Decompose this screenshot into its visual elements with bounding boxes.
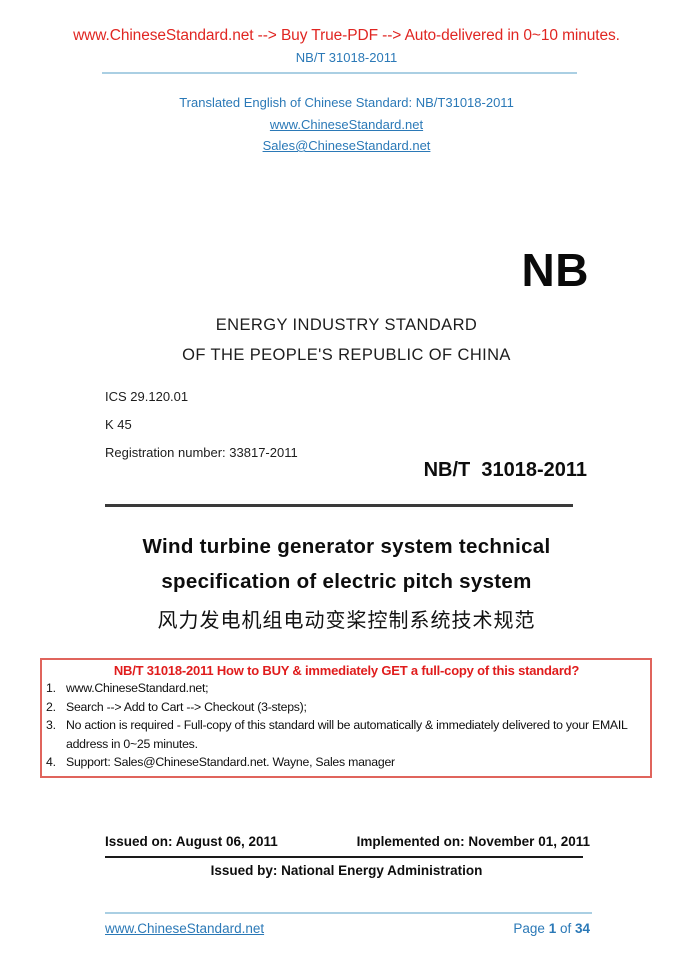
issue-divider bbox=[105, 856, 583, 858]
buy-instructions-box: NB/T 31018-2011 How to BUY & immediately… bbox=[40, 658, 652, 778]
buy-step-2: 2. Search --> Add to Cart --> Checkout (… bbox=[46, 698, 647, 717]
page-total: 34 bbox=[574, 921, 590, 936]
buy-step-number: 2. bbox=[46, 699, 56, 714]
buy-step-number: 4. bbox=[46, 755, 56, 769]
translated-line: Translated English of Chinese Standard: … bbox=[179, 95, 514, 110]
standard-code-heading: NB/T 31018-2011 bbox=[423, 459, 587, 481]
title-english-line1: Wind turbine generator system technical bbox=[142, 535, 551, 558]
standard-code-header: NB/T 31018-2011 bbox=[295, 50, 398, 65]
buy-box-title: NB/T 31018-2011 How to BUY & immediately… bbox=[113, 663, 580, 678]
implemented-on-date: Implemented on: November 01, 2011 bbox=[356, 834, 590, 849]
title-english-line2: specification of electric pitch system bbox=[161, 570, 532, 593]
header-divider bbox=[102, 72, 577, 74]
buy-step-1: 1. www.ChineseStandard.net; bbox=[46, 679, 647, 698]
page-current: 1 bbox=[548, 921, 557, 936]
buy-step-text: Support: Sales@ChineseStandard.net. Wayn… bbox=[66, 755, 395, 769]
title-divider bbox=[105, 504, 573, 507]
buy-step-4: 4. Support: Sales@ChineseStandard.net. W… bbox=[46, 753, 647, 772]
email-link[interactable]: Sales@ChineseStandard.net bbox=[262, 138, 431, 153]
issued-by: Issued by: National Energy Administratio… bbox=[210, 863, 483, 878]
page-label: Page bbox=[513, 921, 549, 936]
standard-org-line1: ENERGY INDUSTRY STANDARD bbox=[215, 316, 478, 334]
buy-step-number: 3. bbox=[46, 718, 56, 732]
page-indicator: Page 1 of 34 bbox=[513, 921, 590, 936]
footer-divider bbox=[105, 912, 592, 914]
ics-code: ICS 29.120.01 bbox=[105, 389, 189, 404]
buy-step-text: Search --> Add to Cart --> Checkout (3-s… bbox=[66, 699, 307, 714]
site-link[interactable]: www.ChineseStandard.net bbox=[269, 117, 424, 132]
issued-on-date: Issued on: August 06, 2011 bbox=[105, 834, 278, 849]
footer-site-link[interactable]: www.ChineseStandard.net bbox=[105, 921, 265, 936]
buy-step-number: 1. bbox=[46, 681, 56, 695]
page-of-label: of bbox=[556, 921, 575, 936]
standard-org-line2: OF THE PEOPLE'S REPUBLIC OF CHINA bbox=[182, 346, 511, 364]
buy-step-3: 3. No action is required - Full-copy of … bbox=[46, 716, 647, 753]
title-chinese: 风力发电机组电动变桨控制系统技术规范 bbox=[157, 610, 536, 632]
buy-step-text: www.ChineseStandard.net; bbox=[66, 681, 209, 695]
promo-banner: www.ChineseStandard.net --> Buy True-PDF… bbox=[73, 27, 620, 44]
class-code: K 45 bbox=[105, 417, 132, 432]
buy-step-text: No action is required - Full-copy of thi… bbox=[66, 718, 628, 751]
nb-logo: NB bbox=[521, 244, 589, 296]
registration-number: Registration number: 33817-2011 bbox=[105, 445, 298, 460]
